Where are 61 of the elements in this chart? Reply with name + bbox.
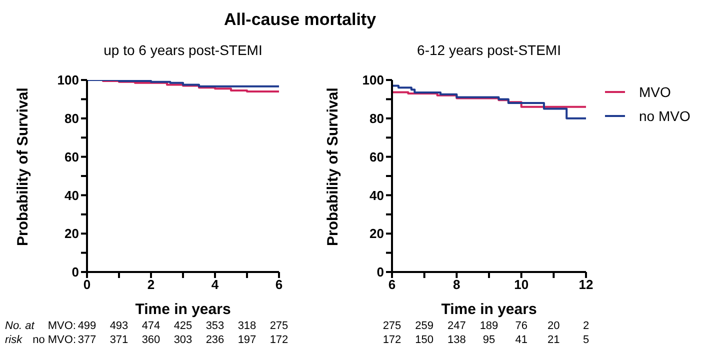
legend-label: no MVO — [639, 108, 690, 124]
text: 21 — [546, 334, 561, 346]
text: 5 — [582, 334, 590, 346]
y-tick-label: 100 — [57, 72, 79, 88]
text: 425 — [172, 320, 194, 332]
y-tick-label: 20 — [370, 226, 384, 242]
text: 247 — [446, 320, 467, 332]
text: 189 — [478, 320, 500, 332]
text: 172 — [268, 334, 290, 346]
text: 236 — [204, 334, 226, 346]
y-tick-label: 40 — [64, 188, 79, 203]
text: 95 — [482, 334, 496, 346]
x-tick-label: 4 — [211, 277, 220, 292]
legend-label: MVO — [639, 84, 671, 100]
x-tick-label: 6 — [388, 277, 396, 292]
y-tick-label: 60 — [64, 149, 79, 164]
x-axis-title: Time in years — [135, 301, 231, 318]
text: 318 — [236, 320, 258, 332]
y-axis-title: Probability of Survival — [14, 88, 32, 246]
text: 371 — [108, 334, 130, 346]
text: 303 — [172, 334, 194, 346]
x-tick-label: 2 — [147, 277, 155, 292]
x-tick-label: 0 — [83, 277, 91, 292]
text: 353 — [204, 320, 226, 332]
text: no MVO: — [32, 334, 76, 346]
x-tick-label: 6 — [275, 277, 283, 292]
text: 150 — [414, 334, 434, 346]
y-axis-title: Probability of Survival — [324, 88, 342, 246]
text: 360 — [140, 334, 162, 346]
x-tick-label: 10 — [514, 277, 529, 292]
y-tick-label: 40 — [370, 188, 384, 203]
y-tick-label: 60 — [370, 149, 384, 164]
text: 259 — [414, 320, 434, 332]
y-tick-label: 80 — [64, 111, 79, 126]
y-tick-label: 100 — [362, 72, 384, 88]
text: 493 — [108, 320, 130, 332]
text: 499 — [78, 320, 96, 332]
text: 197 — [236, 334, 258, 346]
y-tick-label: 20 — [64, 226, 79, 242]
y-tick-label: 0 — [72, 264, 79, 280]
text: 138 — [446, 334, 467, 346]
text: 474 — [140, 320, 162, 332]
text: 20 — [546, 320, 561, 332]
x-tick-label: 8 — [453, 277, 460, 292]
text: 275 — [382, 320, 402, 332]
text: 2 — [582, 320, 590, 332]
x-tick-label: 12 — [578, 277, 594, 292]
text: No. at — [5, 320, 34, 332]
text: risk — [5, 334, 22, 346]
chart-subtitle: up to 6 years post-STEMI — [102, 42, 264, 58]
y-tick-label: 0 — [376, 264, 384, 280]
text: 172 — [382, 334, 402, 346]
text: 275 — [268, 320, 290, 332]
text: 377 — [78, 334, 96, 346]
text: MVO: — [48, 320, 76, 332]
text: 76 — [514, 320, 528, 332]
chart-subtitle: 6-12 years post-STEMI — [416, 42, 562, 58]
x-axis-title: Time in years — [441, 301, 537, 318]
text: 41 — [514, 334, 528, 346]
chart-title: All-cause mortality — [222, 10, 378, 30]
y-tick-label: 80 — [370, 111, 384, 126]
